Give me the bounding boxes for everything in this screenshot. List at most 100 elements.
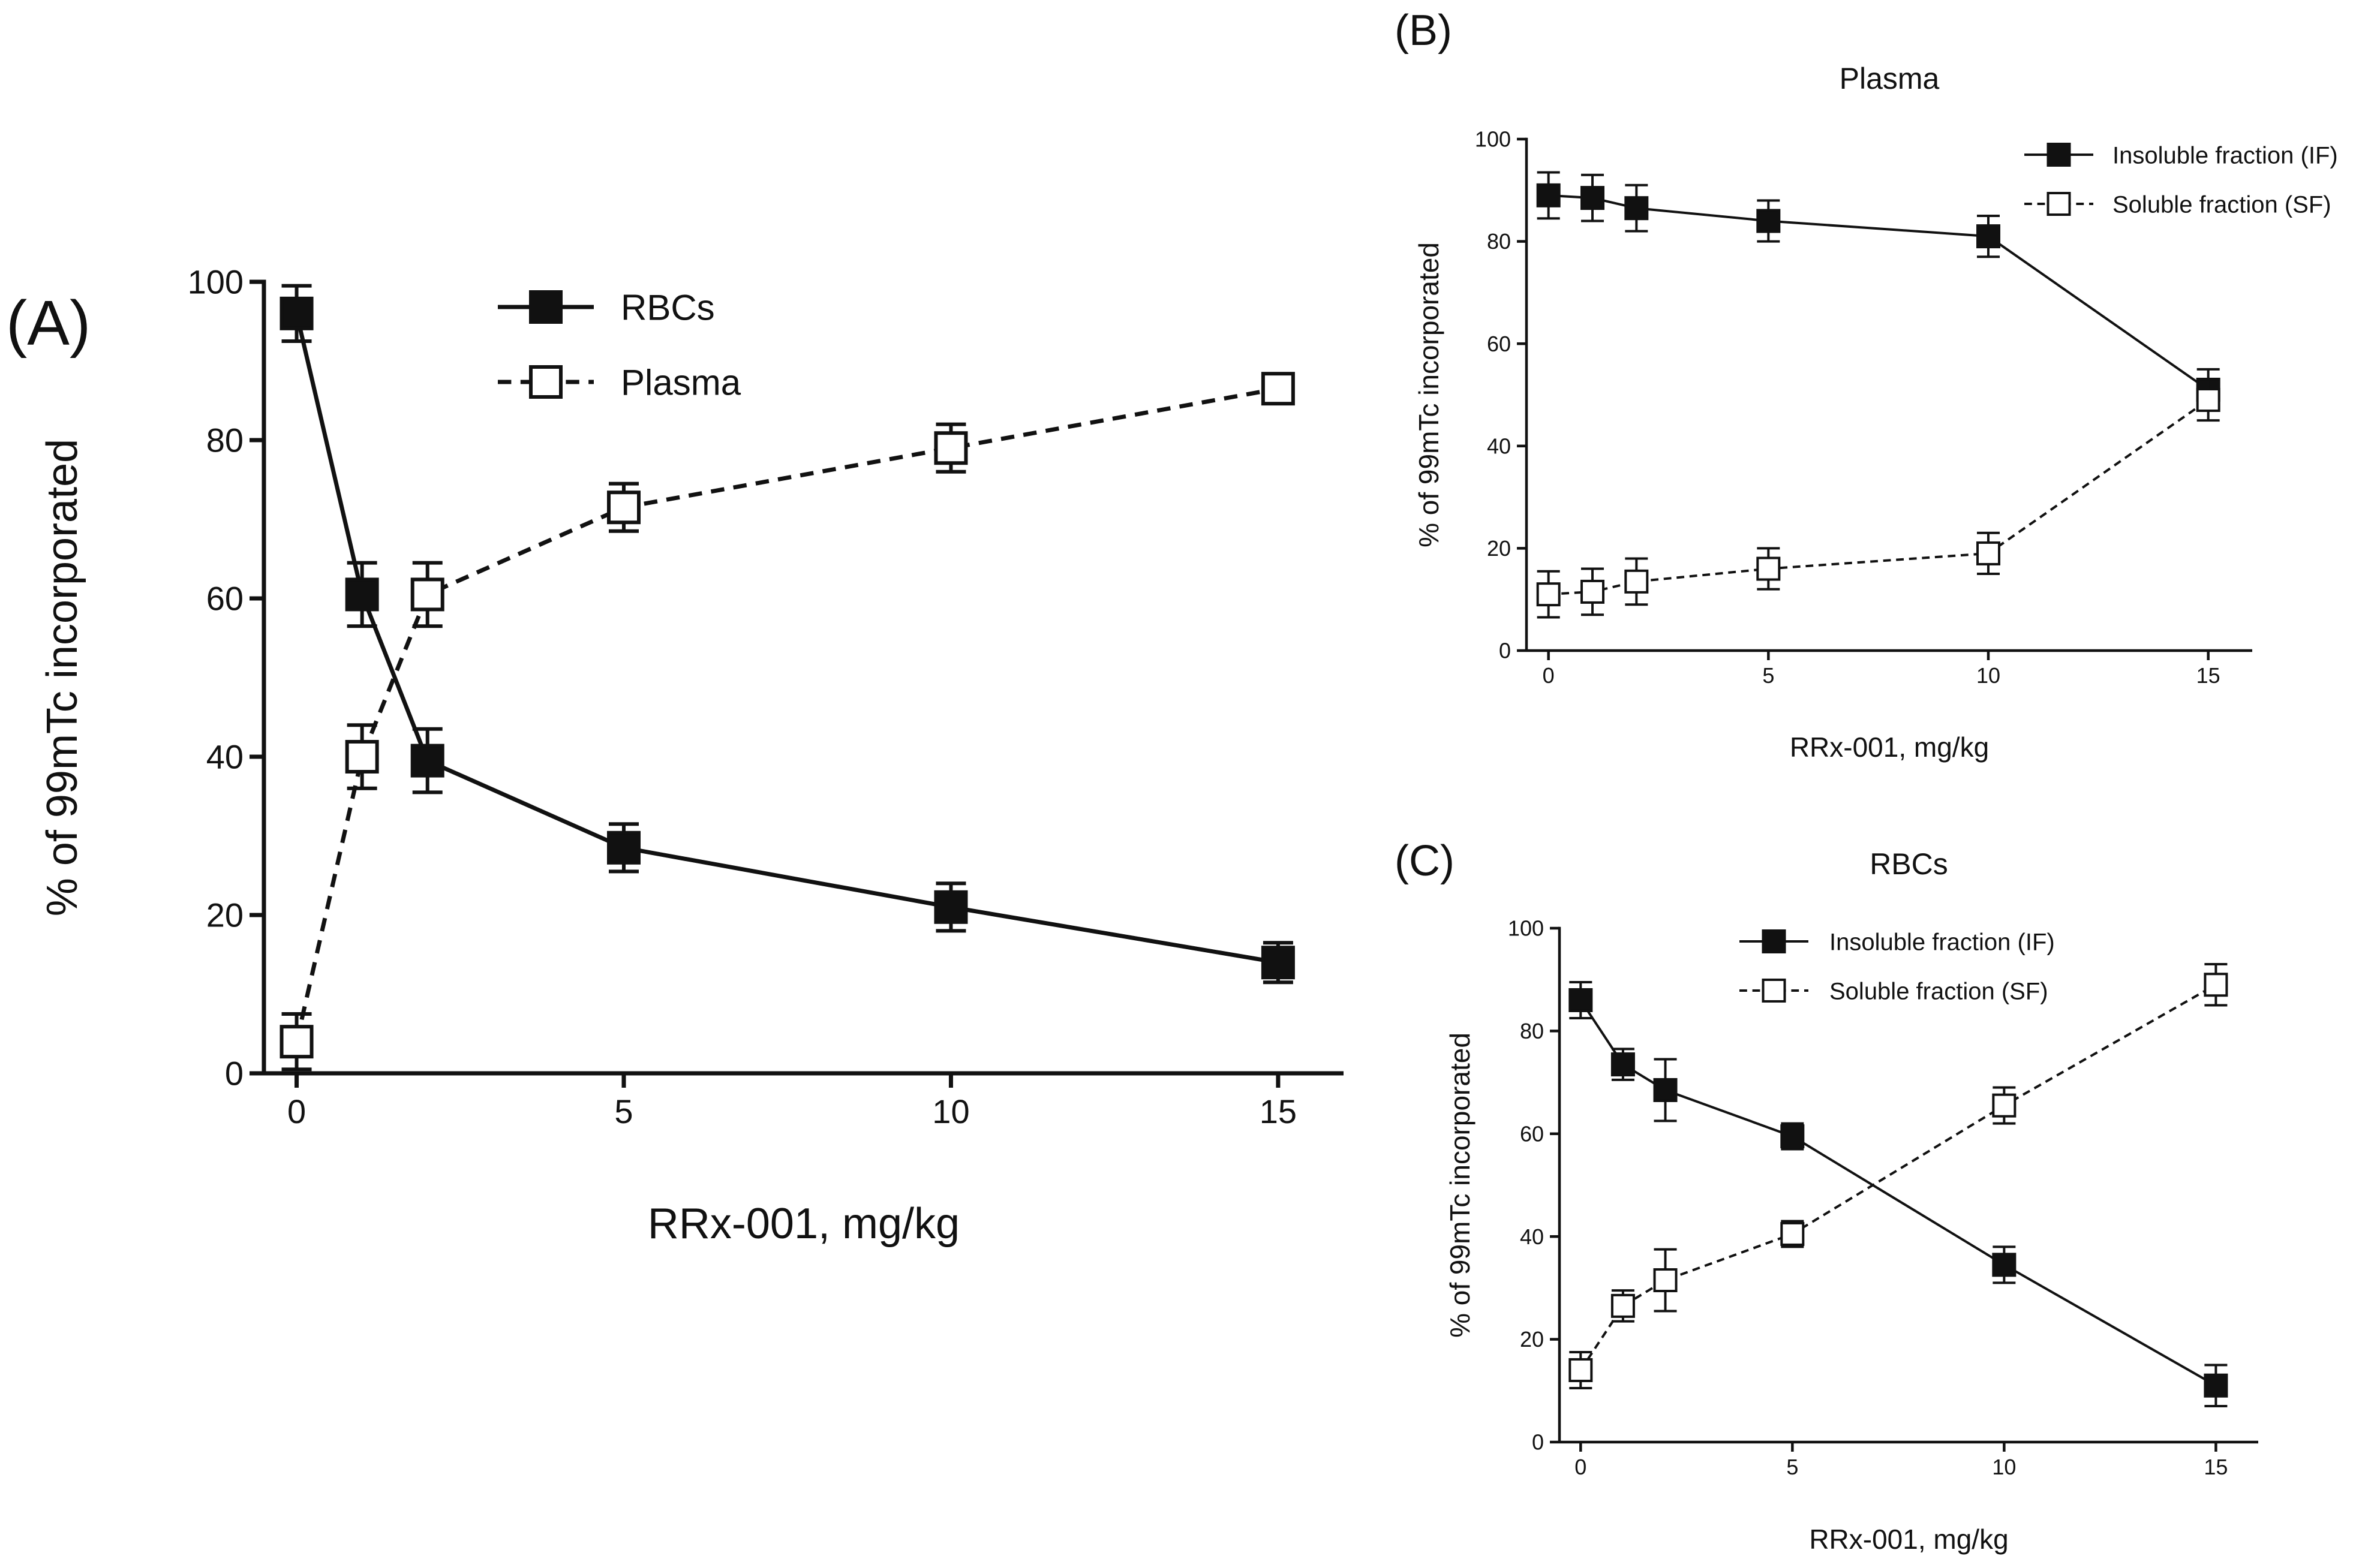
- data-point-filled: [345, 577, 379, 612]
- data-point-filled: [1992, 1253, 2017, 1277]
- y-axis-label: % of 99mTc incorporated: [38, 439, 86, 916]
- data-point-open: [1610, 1293, 1635, 1318]
- data-point-filled: [1780, 1124, 1805, 1149]
- y-tick-label: 0: [1532, 1430, 1544, 1455]
- y-tick-label: 100: [1475, 127, 1511, 152]
- legend-marker-filled: [529, 290, 563, 324]
- data-point-open: [1780, 1221, 1805, 1246]
- data-point-filled: [410, 744, 444, 778]
- x-tick-label: 0: [287, 1093, 306, 1130]
- data-point-open: [1653, 1268, 1678, 1293]
- data-point-filled: [1536, 183, 1561, 207]
- x-tick-label: 15: [2196, 663, 2220, 688]
- data-point-open: [607, 490, 641, 525]
- data-point-filled: [1580, 186, 1604, 210]
- series-line-dashed: [1548, 399, 2209, 596]
- legend-label: RBCs: [621, 288, 715, 328]
- x-tick-label: 15: [1260, 1093, 1297, 1130]
- y-tick-label: 80: [1487, 229, 1511, 254]
- data-point-filled: [607, 830, 641, 865]
- data-point-open: [1261, 372, 1295, 406]
- x-tick-label: 5: [1786, 1455, 1798, 1479]
- panel-a: (A) 0 20 40 60 80 100 0 5 10 15 RRx-001, mg/kg % of …: [6, 263, 1344, 1248]
- legend-marker-filled: [1762, 929, 1786, 953]
- data-point-filled: [1756, 209, 1781, 233]
- y-tick-label: 0: [225, 1055, 244, 1093]
- data-point-filled: [280, 296, 314, 330]
- panel-label: (C): [1395, 837, 1455, 885]
- legend-label: Soluble fraction (SF): [2112, 191, 2331, 218]
- panel-label: (B): [1395, 7, 1452, 55]
- y-tick-label: 60: [1487, 332, 1511, 356]
- data-point-open: [1568, 1358, 1593, 1383]
- data-point-filled: [1624, 196, 1649, 221]
- series-line-solid: [294, 313, 1279, 965]
- x-tick-label: 5: [614, 1093, 633, 1130]
- y-tick-label: 100: [1508, 916, 1544, 941]
- legend: RBCs Plasma: [498, 288, 741, 403]
- x-tick-label: 10: [932, 1093, 969, 1130]
- data-point-open: [1992, 1093, 2017, 1118]
- y-tick-label: 40: [1487, 434, 1511, 458]
- data-point-open: [934, 431, 968, 465]
- data-point-filled: [1653, 1078, 1678, 1102]
- data-point-filled: [1261, 946, 1295, 980]
- data-point-open: [1756, 556, 1781, 581]
- data-point-open: [1624, 569, 1649, 594]
- data-point-open: [2196, 388, 2220, 413]
- y-tick-label: 60: [1520, 1121, 1544, 1146]
- data-point-open: [1976, 541, 2000, 565]
- x-tick-label: 0: [1574, 1455, 1586, 1479]
- chart-title: Plasma: [1840, 62, 1940, 95]
- x-tick-label: 15: [2204, 1455, 2228, 1479]
- data-point-filled: [1610, 1052, 1635, 1077]
- y-axis-label: % of 99mTc incorporated: [1413, 242, 1444, 547]
- y-tick-label: 0: [1499, 639, 1511, 663]
- y-tick-label: 60: [206, 580, 244, 618]
- series-line-dashed: [294, 386, 1279, 1042]
- y-tick-label: 20: [1520, 1327, 1544, 1352]
- y-axis-label: % of 99mTc incorporated: [1444, 1033, 1475, 1338]
- series-line-dashed: [1579, 983, 2217, 1371]
- chart-title: RBCs: [1870, 847, 1948, 881]
- panel-c: (C) RBCs 0 20 40 60 80 100 0 5 10 15 RRx-001, mg/kg%…: [1395, 837, 2258, 1555]
- x-axis-label: RRx-001, mg/kg: [1790, 732, 1989, 763]
- panel-b: (B) Plasma 0 20 40 60 80 100 0 5 10 15 RRx-001, mg/k…: [1395, 7, 2338, 763]
- data-point-filled: [2204, 1373, 2228, 1398]
- legend-marker-open: [1762, 979, 1786, 1003]
- x-tick-label: 10: [1992, 1455, 2016, 1479]
- data-point-filled: [1976, 224, 2000, 249]
- data-point-open: [345, 740, 379, 774]
- data-point-filled: [1568, 988, 1593, 1012]
- x-axis-label: RRx-001, mg/kg: [648, 1200, 960, 1248]
- data-point-filled: [934, 890, 968, 924]
- y-tick-label: 40: [206, 738, 244, 776]
- y-tick-label: 80: [206, 422, 244, 459]
- y-tick-label: 80: [1520, 1019, 1544, 1043]
- panel-label: (A): [6, 288, 91, 359]
- legend-marker-open: [529, 365, 563, 399]
- y-tick-label: 20: [206, 896, 244, 934]
- legend-marker-open: [2047, 192, 2071, 216]
- x-tick-label: 5: [1762, 663, 1774, 688]
- legend-marker-filled: [2047, 143, 2071, 167]
- data-point-open: [1580, 579, 1604, 604]
- legend-label: Plasma: [621, 363, 741, 403]
- legend: Insoluble fraction (IF) Soluble fraction …: [2024, 142, 2338, 218]
- legend-label: Insoluble fraction (IF): [2112, 142, 2338, 168]
- y-tick-label: 100: [188, 263, 244, 301]
- legend-label: Soluble fraction (SF): [1829, 978, 2048, 1004]
- y-tick-label: 40: [1520, 1224, 1544, 1249]
- data-point-open: [1536, 582, 1561, 607]
- data-point-open: [410, 577, 444, 612]
- x-tick-label: 0: [1543, 663, 1555, 688]
- data-point-open: [280, 1025, 314, 1059]
- legend: Insoluble fraction (IF) Soluble fraction …: [1739, 929, 2055, 1004]
- x-axis-label: RRx-001, mg/kg: [1809, 1524, 2008, 1555]
- x-tick-label: 10: [1976, 663, 2000, 688]
- legend-label: Insoluble fraction (IF): [1829, 929, 2055, 955]
- y-tick-label: 20: [1487, 536, 1511, 561]
- data-point-open: [2204, 973, 2228, 997]
